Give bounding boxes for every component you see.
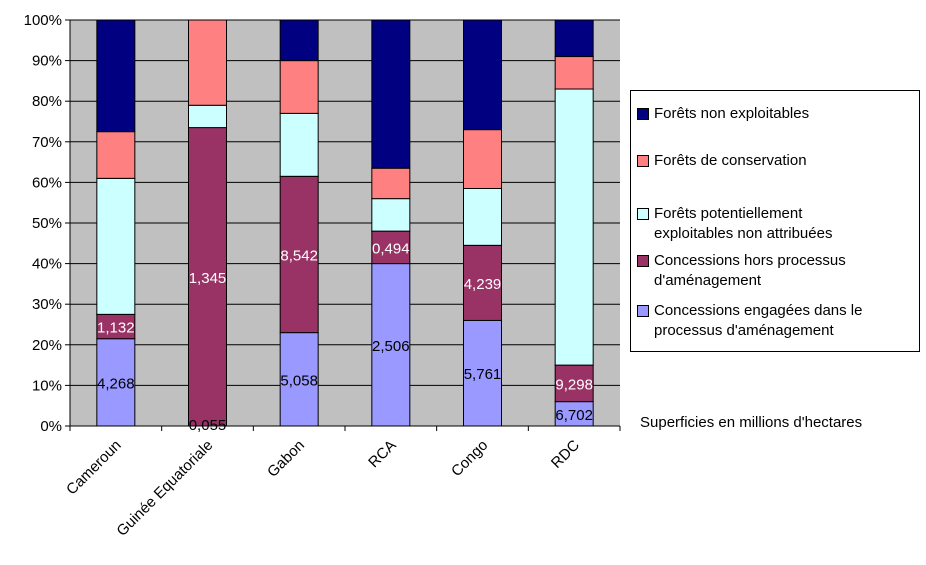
x-tick-label: RCA: [365, 437, 399, 471]
data-label: 9,298: [555, 376, 593, 393]
bar-segment: [554, 401, 594, 427]
bars: [96, 19, 594, 427]
bar-segment: [554, 56, 594, 90]
data-label: 5,058: [280, 372, 318, 389]
y-tick-label: 10%: [32, 377, 62, 394]
y-tick-labels: 0% 10% 20% 30% 40% 50% 60% 70% 80% 90% 100%: [24, 12, 62, 435]
y-tick-label: 30%: [32, 296, 62, 313]
bar-segment: [371, 230, 411, 265]
bar-segment: [371, 198, 411, 232]
data-label: 1,132: [97, 320, 135, 337]
data-label: 8,542: [280, 247, 318, 264]
bar-segment: [96, 131, 136, 179]
bar-segment: [371, 19, 411, 169]
legend-label: Concessions engagées dans le processus d…: [654, 302, 863, 339]
bar-segment: [188, 127, 227, 427]
legend-item-non-exploitables: Forêts non exploitables: [637, 104, 919, 124]
gridlines: [70, 19, 620, 427]
data-label: 5,761: [464, 366, 502, 383]
y-tick-label: 60%: [32, 174, 62, 191]
x-tick-label: Guinée Equatoriale: [113, 437, 216, 540]
bar-segment: [188, 104, 227, 129]
legend-swatch: [637, 108, 649, 120]
bar-segment: [279, 19, 319, 62]
bar-segment: [279, 175, 319, 334]
bar-segment: [96, 177, 136, 315]
y-tick-label: 50%: [32, 215, 62, 232]
legend: Forêts non exploitables Forêts de conser…: [630, 90, 920, 352]
bar-segment: [96, 19, 136, 133]
bar-segment: [371, 167, 411, 200]
legend-swatch: [637, 155, 649, 167]
y-tick-label: 90%: [32, 53, 62, 70]
y-tick-label: 0%: [40, 418, 62, 435]
data-label: 4,268: [97, 375, 135, 392]
x-tick-label: RDC: [548, 437, 583, 472]
legend-label: Concessions hors processus d'aménagement: [654, 252, 846, 289]
bar-segment: [279, 332, 319, 427]
data-label: 6,702: [555, 407, 593, 424]
y-tick-label: 100%: [24, 12, 62, 29]
x-tick-label: Cameroun: [63, 437, 125, 499]
legend-label: Forêts non exploitables: [654, 105, 810, 122]
legend-swatch: [637, 305, 649, 317]
legend-label: Forêts de conservation: [654, 152, 807, 169]
bar-segment: [463, 19, 502, 131]
bar-segment: [554, 364, 594, 403]
legend-item-engagees: Concessions engagées dans le processus d…: [637, 301, 924, 341]
bar-segment: [96, 313, 136, 340]
y-tick-label: 40%: [32, 256, 62, 273]
x-tick-label: Gabon: [264, 437, 308, 481]
data-label: 4,239: [464, 276, 502, 293]
y-tick-label: 70%: [32, 134, 62, 151]
bar-segment: [463, 129, 502, 189]
axes: [65, 19, 621, 431]
data-label: 1,345: [189, 270, 227, 287]
units-note: Superficies en millions d'hectares: [640, 414, 863, 431]
legend-item-hors-processus: Concessions hors processus d'aménagement: [637, 251, 924, 291]
bar-segment: [279, 60, 319, 114]
x-tick-label: Congo: [448, 437, 491, 480]
data-label: 0,494: [372, 240, 410, 257]
bar-segment: [463, 244, 502, 321]
bar-segment: [554, 19, 594, 58]
bar-segment: [279, 112, 319, 177]
legend-item-conservation: Forêts de conservation: [637, 151, 919, 171]
bar-segment: [96, 338, 136, 427]
legend-swatch: [637, 255, 649, 267]
data-labels: 4,268 1,132 0,055 1,345 5,058 8,542 2,506 0,494…: [97, 240, 593, 434]
bar-segment: [554, 88, 594, 366]
data-label: 0,055: [189, 417, 227, 434]
bar-segment: [188, 19, 227, 106]
bar-segment: [463, 187, 502, 246]
bar-segment: [371, 263, 411, 427]
legend-label: Forêts potentiellement exploitables non …: [654, 205, 833, 242]
legend-swatch: [637, 208, 649, 220]
legend-item-potentiellement-exploitables: Forêts potentiellement exploitables non …: [637, 204, 854, 244]
y-tick-label: 20%: [32, 337, 62, 354]
y-tick-label: 80%: [32, 93, 62, 110]
data-label: 2,506: [372, 338, 410, 355]
